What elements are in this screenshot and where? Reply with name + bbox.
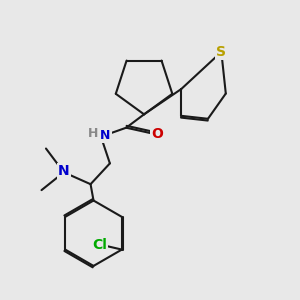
Text: N: N (100, 129, 111, 142)
Text: Cl: Cl (92, 238, 107, 252)
Text: N: N (58, 164, 70, 178)
Text: O: O (152, 127, 164, 141)
Text: H: H (88, 127, 99, 140)
Text: S: S (216, 45, 226, 59)
